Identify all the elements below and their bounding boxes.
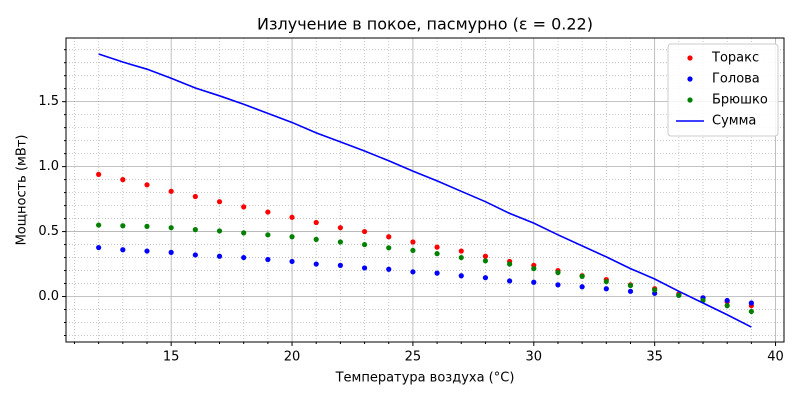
dot (289, 234, 295, 240)
dot (458, 254, 464, 261)
dot (458, 248, 464, 254)
dot (603, 286, 609, 292)
dot (482, 275, 489, 281)
dot (458, 273, 464, 279)
dot (216, 253, 223, 259)
x-tick-label: 40 (767, 350, 784, 365)
legend-label: Брюшко (712, 93, 768, 108)
dot (652, 287, 658, 293)
dot (434, 244, 440, 250)
dot (241, 254, 247, 261)
dot (96, 244, 102, 251)
dot (724, 297, 730, 304)
dot (313, 261, 319, 267)
dot (192, 252, 198, 258)
plot-frame (65, 37, 785, 343)
dot (265, 209, 271, 215)
legend-box (667, 43, 779, 137)
dot (676, 292, 682, 298)
dot (748, 300, 754, 306)
dot (265, 232, 271, 238)
dot (289, 258, 295, 265)
y-tick-label: 0.0 (38, 289, 59, 304)
dot (555, 269, 561, 276)
dot (482, 253, 489, 259)
dot (313, 236, 319, 242)
dot (120, 177, 126, 183)
y-axis-label: Мощность (мВт) (15, 135, 30, 246)
dot (241, 230, 247, 236)
dot (120, 247, 126, 253)
dot (531, 265, 537, 272)
dot (555, 282, 561, 288)
dot (507, 278, 513, 284)
dot (313, 219, 319, 226)
x-tick-label: 15 (163, 350, 180, 365)
legend-label: Сумма (712, 114, 756, 129)
dot (410, 269, 416, 275)
x-tick-label: 30 (526, 350, 543, 365)
dot (241, 204, 247, 210)
dot (507, 261, 513, 267)
dot (627, 288, 634, 294)
dot (265, 256, 271, 263)
dot (168, 225, 174, 231)
dot (289, 214, 295, 220)
dot (192, 193, 198, 200)
dot (192, 227, 198, 233)
dot (410, 247, 416, 254)
chart-title: Излучение в покое, пасмурно (ε = 0.22) (257, 15, 593, 34)
dot (410, 239, 416, 245)
dot (482, 258, 489, 264)
dot (531, 279, 537, 285)
x-tick-label: 20 (284, 350, 301, 365)
dot (216, 199, 223, 205)
y-tick-label: 1.0 (38, 159, 59, 174)
y-tick-label: 1.5 (38, 94, 59, 109)
dot (337, 239, 343, 245)
dot (168, 188, 174, 194)
line (98, 53, 752, 328)
dot (434, 270, 440, 276)
dot (579, 284, 585, 290)
dot (361, 265, 368, 271)
dot (386, 245, 392, 251)
legend-swatch (687, 55, 693, 61)
dot (144, 248, 150, 254)
dot (337, 225, 343, 231)
dot (386, 234, 392, 240)
legend-label: Голова (712, 72, 760, 87)
y-tick-label: 0.5 (38, 224, 59, 239)
dot (434, 251, 440, 257)
dot (337, 262, 343, 268)
dot (144, 182, 150, 188)
dot (724, 303, 730, 309)
x-tick-label: 35 (646, 350, 663, 365)
dot (96, 171, 102, 178)
dot (361, 228, 368, 235)
dot (627, 282, 634, 289)
dot (603, 278, 609, 285)
x-tick-label: 25 (405, 350, 422, 365)
dot (361, 241, 368, 248)
dot (120, 223, 126, 229)
dot (386, 266, 392, 272)
legend-swatch (687, 76, 693, 82)
legend-swatch (687, 97, 693, 103)
dot (579, 273, 585, 279)
x-axis-label: Температура воздуха (°C) (335, 371, 515, 386)
dot (168, 249, 174, 255)
dot (96, 222, 102, 228)
dot (748, 308, 754, 315)
dot (216, 228, 223, 234)
dot (144, 223, 150, 229)
legend-label: Торакс (711, 51, 759, 66)
